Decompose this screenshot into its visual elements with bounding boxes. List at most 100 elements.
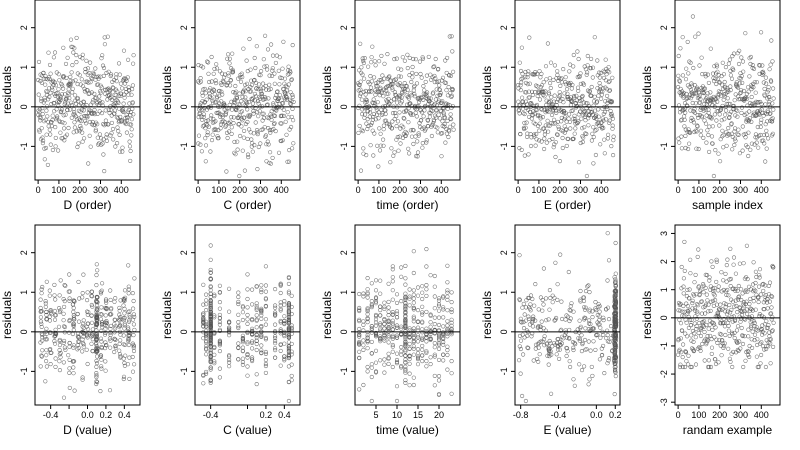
data-point — [268, 86, 273, 92]
data-point — [750, 329, 755, 334]
data-point — [287, 148, 292, 153]
data-point — [236, 345, 241, 350]
data-point — [275, 89, 280, 94]
data-point — [593, 128, 598, 133]
data-point — [745, 348, 750, 354]
data-point — [379, 53, 384, 58]
data-point — [232, 100, 237, 105]
data-point — [48, 132, 53, 137]
data-point — [737, 151, 742, 156]
data-point — [748, 54, 753, 60]
data-point — [406, 120, 411, 125]
data-point — [372, 75, 377, 80]
data-point — [399, 265, 404, 270]
data-point — [208, 336, 213, 341]
data-point — [601, 68, 606, 73]
data-point — [432, 383, 437, 388]
data-point — [583, 305, 588, 310]
data-point — [227, 309, 232, 314]
data-point — [721, 145, 726, 150]
data-point — [428, 355, 433, 360]
data-point — [557, 94, 562, 99]
data-point — [250, 287, 255, 292]
data-point — [85, 72, 90, 77]
data-point — [607, 339, 612, 344]
data-point — [586, 339, 591, 344]
data-point — [613, 271, 618, 276]
data-point — [698, 107, 703, 112]
data-point — [250, 302, 255, 307]
data-point — [245, 352, 250, 358]
data-point — [253, 105, 258, 110]
data-point — [744, 111, 749, 116]
data-point — [263, 83, 268, 89]
data-point — [403, 300, 408, 305]
data-point — [760, 343, 766, 349]
data-point — [208, 354, 213, 359]
x-tick-label: 200 — [232, 185, 247, 195]
data-point — [704, 273, 710, 278]
x-tick-label: -0.8 — [513, 410, 529, 420]
data-point — [80, 349, 85, 354]
data-point — [254, 325, 259, 330]
data-point — [381, 127, 386, 132]
data-point — [747, 354, 752, 359]
data-point — [378, 308, 383, 313]
data-point — [47, 288, 52, 293]
data-point — [368, 107, 373, 112]
data-point — [212, 92, 217, 97]
data-point — [683, 145, 688, 151]
data-point — [114, 79, 119, 84]
data-point — [100, 281, 105, 286]
data-point — [757, 275, 762, 280]
data-point — [593, 152, 598, 158]
data-point — [415, 347, 421, 352]
data-point — [87, 71, 92, 76]
data-point — [765, 119, 770, 124]
data-point — [361, 294, 366, 299]
x-tick-label: 400 — [754, 410, 769, 420]
data-point — [286, 64, 291, 69]
data-point — [578, 109, 583, 114]
data-point — [727, 111, 732, 116]
data-point — [767, 280, 773, 285]
data-point — [518, 132, 523, 137]
data-point — [555, 297, 560, 302]
data-point — [282, 356, 287, 361]
data-point — [411, 375, 416, 380]
data-point — [583, 118, 588, 123]
data-point — [365, 316, 370, 321]
data-point — [736, 294, 742, 299]
data-point — [561, 100, 566, 105]
data-point — [596, 322, 601, 327]
data-point — [547, 100, 552, 105]
data-point — [204, 328, 209, 333]
data-point — [245, 119, 250, 125]
data-point — [432, 341, 437, 346]
data-point — [251, 111, 256, 116]
data-point — [767, 299, 772, 304]
data-point — [590, 65, 596, 70]
data-point — [59, 136, 64, 141]
data-point — [62, 126, 67, 131]
data-point — [371, 114, 376, 119]
data-point — [676, 73, 681, 78]
data-point — [597, 304, 602, 309]
data-point — [394, 357, 400, 363]
data-point — [730, 299, 736, 304]
data-point — [438, 108, 443, 113]
data-point — [208, 267, 213, 272]
data-point — [122, 306, 127, 311]
data-point — [103, 313, 108, 318]
data-point — [389, 99, 394, 104]
data-point — [126, 57, 131, 62]
data-point — [382, 370, 387, 375]
data-point — [367, 110, 373, 115]
data-point — [770, 131, 775, 136]
data-point — [563, 317, 568, 322]
data-point — [447, 124, 453, 129]
data-point — [758, 341, 763, 346]
data-point — [445, 352, 450, 358]
data-point — [67, 385, 72, 390]
data-point — [592, 94, 597, 99]
